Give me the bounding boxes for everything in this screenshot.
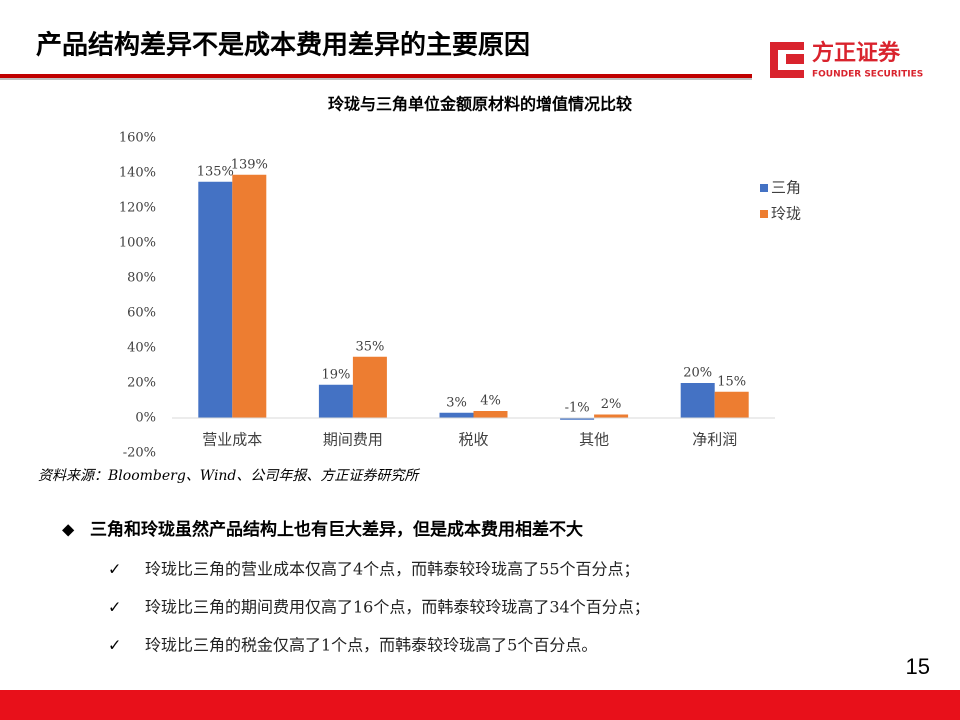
x-tick-label: 营业成本	[202, 431, 262, 449]
footer-band	[0, 690, 960, 720]
bar	[318, 384, 353, 418]
bar	[680, 383, 715, 418]
value-label: 4%	[480, 394, 501, 409]
value-label: 19%	[321, 367, 350, 382]
logo-english: FOUNDER SECURITIES	[812, 70, 923, 80]
bar	[198, 181, 233, 418]
y-tick-label: 40%	[127, 341, 156, 356]
chart-title: 玲珑与三角单位金额原材料的增值情况比较	[328, 95, 632, 114]
legend-label: 玲珑	[771, 205, 801, 223]
x-tick-label: 净利润	[692, 431, 737, 449]
y-tick-label: 80%	[127, 271, 156, 286]
value-label: -1%	[565, 401, 590, 416]
bullet-items: ✓ 玲珑比三角的营业成本仅高了4个点，而韩泰较玲珑高了55个百分点； ✓ 玲珑比三角的…	[108, 560, 650, 655]
bar	[352, 356, 387, 418]
y-tick-label: 120%	[119, 201, 156, 216]
y-tick-label: 60%	[127, 306, 156, 321]
page-number: 15	[906, 654, 930, 679]
bar	[473, 411, 508, 418]
bullet-icon: ◆	[62, 520, 75, 539]
legend-swatch	[760, 210, 768, 218]
check-icon: ✓	[108, 636, 121, 655]
value-label: 3%	[446, 395, 467, 410]
bullet-main: 三角和玲珑虽然产品结构上也有巨大差异，但是成本费用相差不大	[90, 519, 583, 540]
logo-name: 方正证券	[812, 40, 901, 66]
check-icon: ✓	[108, 598, 121, 617]
bullet-item: 玲珑比三角的税金仅高了1个点，而韩泰较玲珑高了5个百分点。	[145, 636, 597, 655]
x-tick-label: 其他	[579, 431, 609, 449]
y-tick-label: 20%	[127, 376, 156, 391]
value-label: 35%	[355, 339, 384, 354]
y-tick-label: -20%	[123, 446, 156, 461]
bar	[232, 174, 267, 418]
bullet-item: 玲珑比三角的期间费用仅高了16个点，而韩泰较玲珑高了34个百分点；	[145, 598, 650, 617]
y-tick-label: 160%	[119, 131, 156, 146]
logo: 方正证券 FOUNDER SECURITIES	[770, 40, 923, 80]
value-label: 20%	[683, 366, 712, 381]
legend-swatch	[760, 184, 768, 192]
plot: -20% 0% 20% 40% 60% 80% 100% 120% 140% 160% 135%13…	[119, 131, 801, 461]
value-label: 135%	[197, 164, 234, 179]
check-icon: ✓	[108, 560, 121, 579]
y-tick-label: 0%	[135, 411, 156, 426]
bar	[594, 414, 629, 418]
logo-icon	[770, 42, 804, 78]
legend-label: 三角	[771, 179, 801, 197]
bullet-item: 玲珑比三角的营业成本仅高了4个点，而韩泰较玲珑高了55个百分点；	[145, 560, 640, 579]
y-tick-label: 100%	[119, 236, 156, 251]
title-rule-shadow	[0, 78, 752, 80]
value-label: 2%	[601, 397, 622, 412]
value-label: 139%	[231, 157, 268, 172]
x-tick-label: 期间费用	[323, 431, 383, 449]
bar	[560, 418, 595, 420]
y-tick-label: 140%	[119, 166, 156, 181]
slide-title: 产品结构差异不是成本费用差异的主要原因	[36, 30, 530, 61]
logo-icon-inner	[786, 54, 804, 64]
x-tick-label: 税收	[458, 431, 488, 449]
source-note: 资料来源：Bloomberg、Wind、公司年报、方正证券研究所	[38, 468, 420, 484]
title-rule	[0, 74, 752, 78]
bar	[714, 391, 749, 418]
value-label: 15%	[717, 374, 746, 389]
bar	[439, 412, 474, 418]
